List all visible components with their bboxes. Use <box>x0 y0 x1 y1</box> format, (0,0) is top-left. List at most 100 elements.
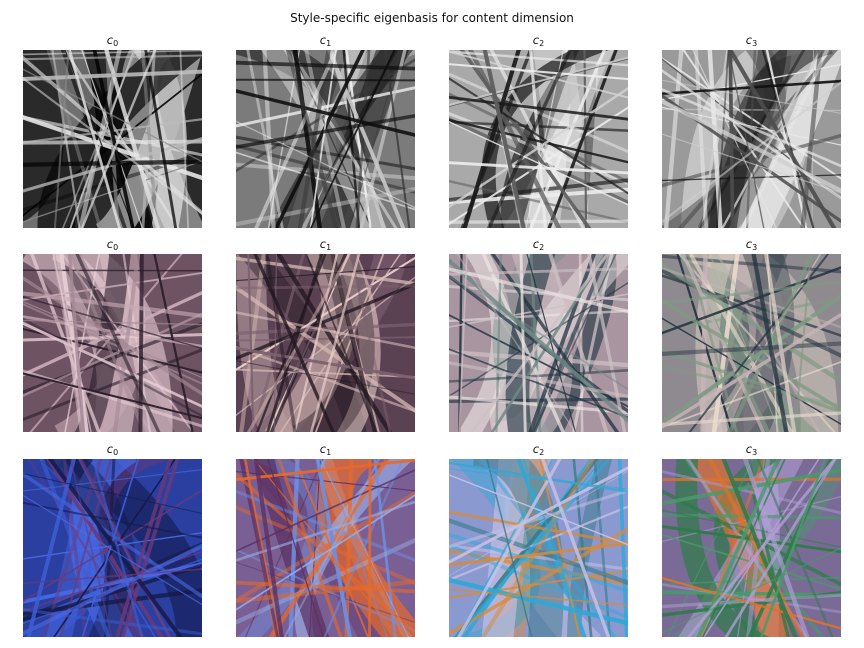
texture-fiber <box>256 254 327 432</box>
texture-fiber <box>662 261 841 384</box>
texture-fiber <box>707 50 723 228</box>
texture-fiber <box>662 348 841 414</box>
texture-fiber <box>274 50 365 228</box>
texture-svg <box>236 459 415 637</box>
texture-fiber <box>309 50 337 228</box>
texture-fiber <box>449 518 628 586</box>
texture-fiber <box>662 341 841 357</box>
texture-fiber <box>75 254 161 432</box>
texture-fiber <box>285 50 339 228</box>
texture-fiber <box>246 254 352 432</box>
texture-fiber <box>23 50 202 56</box>
texture-image <box>662 459 841 637</box>
texture-fiber <box>449 267 628 276</box>
texture-fiber <box>662 411 841 427</box>
texture-fiber <box>23 568 202 585</box>
texture-fiber <box>662 298 841 412</box>
panel-label: c2 <box>449 238 628 254</box>
texture-fiber <box>236 144 415 194</box>
texture-fiber <box>528 254 596 432</box>
texture-fiber <box>449 77 628 195</box>
texture-fiber <box>682 50 805 228</box>
panel-label-base: c <box>745 33 753 47</box>
texture-fiber <box>449 50 628 99</box>
texture-fiber <box>23 543 202 636</box>
texture-fiber <box>262 50 276 228</box>
texture-fiber <box>587 254 627 432</box>
texture-fiber <box>342 50 361 228</box>
texture-fiber <box>449 526 628 636</box>
texture-fiber <box>449 120 628 206</box>
texture-fiber <box>23 563 202 622</box>
texture-fiber <box>459 50 592 228</box>
texture-svg <box>662 459 841 637</box>
texture-fiber <box>283 459 381 637</box>
texture-image <box>23 459 202 637</box>
panel-label: c2 <box>449 443 628 459</box>
texture-fiber <box>662 280 841 305</box>
texture-fiber <box>540 459 611 637</box>
texture-fiber <box>236 459 415 482</box>
texture-fiber <box>449 219 628 224</box>
texture-fiber <box>349 254 392 432</box>
texture-fiber <box>662 79 841 115</box>
texture-fiber <box>662 293 841 426</box>
texture-fiber <box>662 576 841 630</box>
panel-label-base: c <box>106 237 114 251</box>
texture-fiber <box>698 50 806 228</box>
texture-fiber <box>236 120 415 209</box>
texture-fiber <box>449 468 628 490</box>
figure-suptitle: Style-specific eigenbasis for content di… <box>290 11 574 25</box>
texture-fiber <box>144 50 178 228</box>
texture-fiber <box>449 63 628 81</box>
texture-fiber <box>721 459 798 637</box>
texture-fiber <box>236 580 415 594</box>
texture-fiber <box>458 254 468 432</box>
texture-fiber <box>449 548 628 586</box>
texture-fiber <box>449 274 628 391</box>
texture-fiber <box>662 547 841 634</box>
texture-fiber <box>236 89 415 137</box>
panel-label: c0 <box>23 443 202 459</box>
texture-fiber <box>55 254 85 432</box>
texture-fiber <box>114 459 173 637</box>
panel-label: c3 <box>662 443 841 459</box>
texture-fiber <box>742 459 810 637</box>
texture-band <box>269 50 414 228</box>
panel-label: c1 <box>236 34 415 50</box>
texture-fiber <box>662 470 841 515</box>
texture-image <box>449 459 628 637</box>
texture-fiber <box>236 469 415 552</box>
texture-fiber <box>59 254 90 432</box>
texture-fiber <box>449 543 628 620</box>
texture-fiber <box>304 50 346 228</box>
texture-fiber <box>120 459 180 637</box>
texture-fiber <box>23 468 202 492</box>
texture-fiber <box>662 98 841 194</box>
texture-fiber <box>23 372 202 420</box>
texture-fiber <box>662 576 841 586</box>
texture-fiber <box>449 106 628 226</box>
panel-label-base: c <box>319 237 327 251</box>
texture-band <box>236 254 297 432</box>
texture-fiber <box>666 459 754 637</box>
texture-fiber <box>662 68 841 200</box>
texture-fiber <box>359 50 407 228</box>
panel-label-base: c <box>745 442 753 456</box>
texture-fiber <box>760 459 826 637</box>
texture-fiber <box>23 69 202 81</box>
texture-fiber <box>23 303 202 385</box>
texture-band <box>695 254 736 432</box>
texture-fiber <box>663 50 684 228</box>
texture-fiber <box>662 133 841 194</box>
texture-fiber <box>23 348 202 422</box>
texture-band <box>51 254 173 432</box>
panel-label-base: c <box>745 237 753 251</box>
texture-fiber <box>91 459 144 637</box>
texture-fiber <box>23 317 202 418</box>
texture-fiber <box>449 532 628 594</box>
texture-fiber <box>449 187 628 205</box>
panel-label-subscript: 3 <box>752 243 758 252</box>
texture-svg <box>662 50 841 228</box>
texture-image <box>236 50 415 228</box>
